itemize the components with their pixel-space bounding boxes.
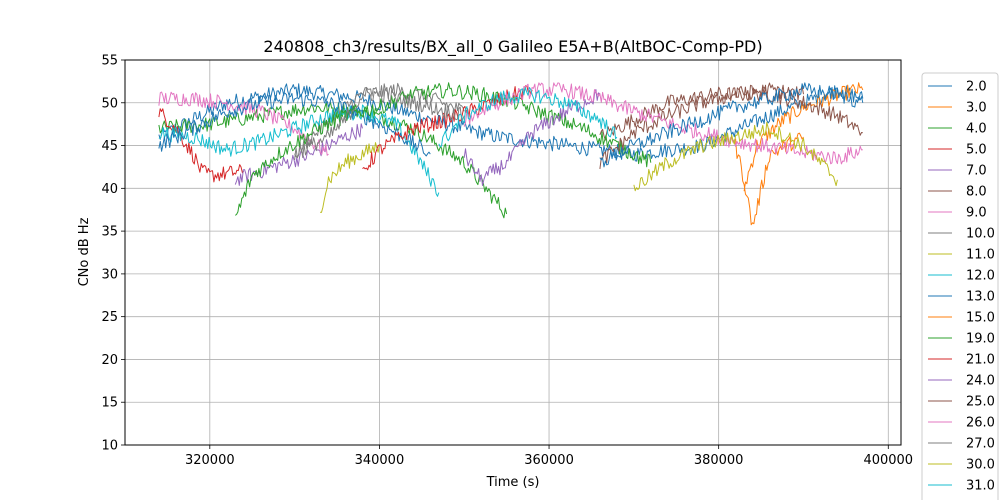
chart-title: 240808_ch3/results/BX_all_0 Galileo E5A+… bbox=[263, 37, 762, 57]
series-line-11.0 bbox=[320, 142, 380, 213]
y-tick-label: 40 bbox=[101, 182, 118, 197]
y-tick-label: 15 bbox=[101, 396, 118, 411]
y-tick-label: 30 bbox=[101, 267, 118, 282]
series-line-7.0 bbox=[234, 123, 363, 186]
x-axis-label: Time (s) bbox=[486, 475, 540, 490]
series-line-13.0 bbox=[158, 92, 431, 157]
legend-label: 27.0 bbox=[966, 437, 995, 452]
legend-label: 15.0 bbox=[966, 311, 995, 326]
legend-label: 4.0 bbox=[966, 122, 987, 137]
x-tick-label: 400000 bbox=[863, 453, 913, 468]
series-line-4.0 bbox=[158, 101, 508, 219]
legend-label: 9.0 bbox=[966, 206, 987, 221]
legend-label: 2.0 bbox=[966, 80, 987, 95]
series-line-25.0 bbox=[599, 82, 804, 169]
legend-label: 11.0 bbox=[966, 248, 995, 263]
y-tick-label: 45 bbox=[101, 139, 118, 154]
series-line-15.0 bbox=[735, 132, 804, 226]
legend-label: 26.0 bbox=[966, 416, 995, 431]
x-tick-label: 340000 bbox=[355, 453, 405, 468]
legend-label: 30.0 bbox=[966, 458, 995, 473]
x-tick-label: 320000 bbox=[185, 453, 235, 468]
series-line-24.0 bbox=[463, 89, 601, 186]
legend-label: 3.0 bbox=[966, 101, 987, 116]
legend: 2.0 3.0 4.0 5.0 7.0 8.0 9.0 10.0 11.0 12.0 13.0 15.… bbox=[921, 72, 999, 500]
series-line-31.0 bbox=[438, 87, 618, 148]
y-tick-label: 50 bbox=[101, 96, 118, 111]
series-line-19.0 bbox=[234, 82, 652, 216]
series-line-27.0 bbox=[294, 87, 465, 159]
legend-label: 8.0 bbox=[966, 185, 987, 200]
legend-label: 31.0 bbox=[966, 479, 995, 494]
series-line-30.0 bbox=[633, 121, 838, 192]
legend-label: 5.0 bbox=[966, 143, 987, 158]
x-axis: 320000 340000 360000 380000 400000 bbox=[185, 445, 913, 468]
x-tick-label: 360000 bbox=[524, 453, 574, 468]
y-tick-label: 35 bbox=[101, 225, 118, 240]
plot-lines bbox=[158, 82, 864, 226]
y-axis: 10 15 20 25 30 35 40 45 50 55 bbox=[101, 54, 125, 454]
legend-box bbox=[921, 72, 999, 500]
plot-frame bbox=[124, 59, 902, 446]
y-tick-label: 10 bbox=[101, 439, 118, 454]
legend-label: 21.0 bbox=[966, 353, 995, 368]
series-line-12.0 bbox=[158, 104, 440, 197]
y-tick-label: 25 bbox=[101, 310, 118, 325]
legend-label: 12.0 bbox=[966, 269, 995, 284]
y-axis-label: CNo dB Hz bbox=[77, 217, 92, 286]
x-tick-label: 380000 bbox=[694, 453, 744, 468]
legend-label: 25.0 bbox=[966, 395, 995, 410]
series-line-33.0 bbox=[599, 82, 864, 168]
legend-label: 7.0 bbox=[966, 164, 987, 179]
legend-label: 24.0 bbox=[966, 374, 995, 389]
legend-label: 13.0 bbox=[966, 290, 995, 305]
y-tick-label: 55 bbox=[101, 54, 118, 69]
legend-label: 19.0 bbox=[966, 332, 995, 347]
legend-label: 10.0 bbox=[966, 227, 995, 242]
y-tick-label: 20 bbox=[101, 353, 118, 368]
